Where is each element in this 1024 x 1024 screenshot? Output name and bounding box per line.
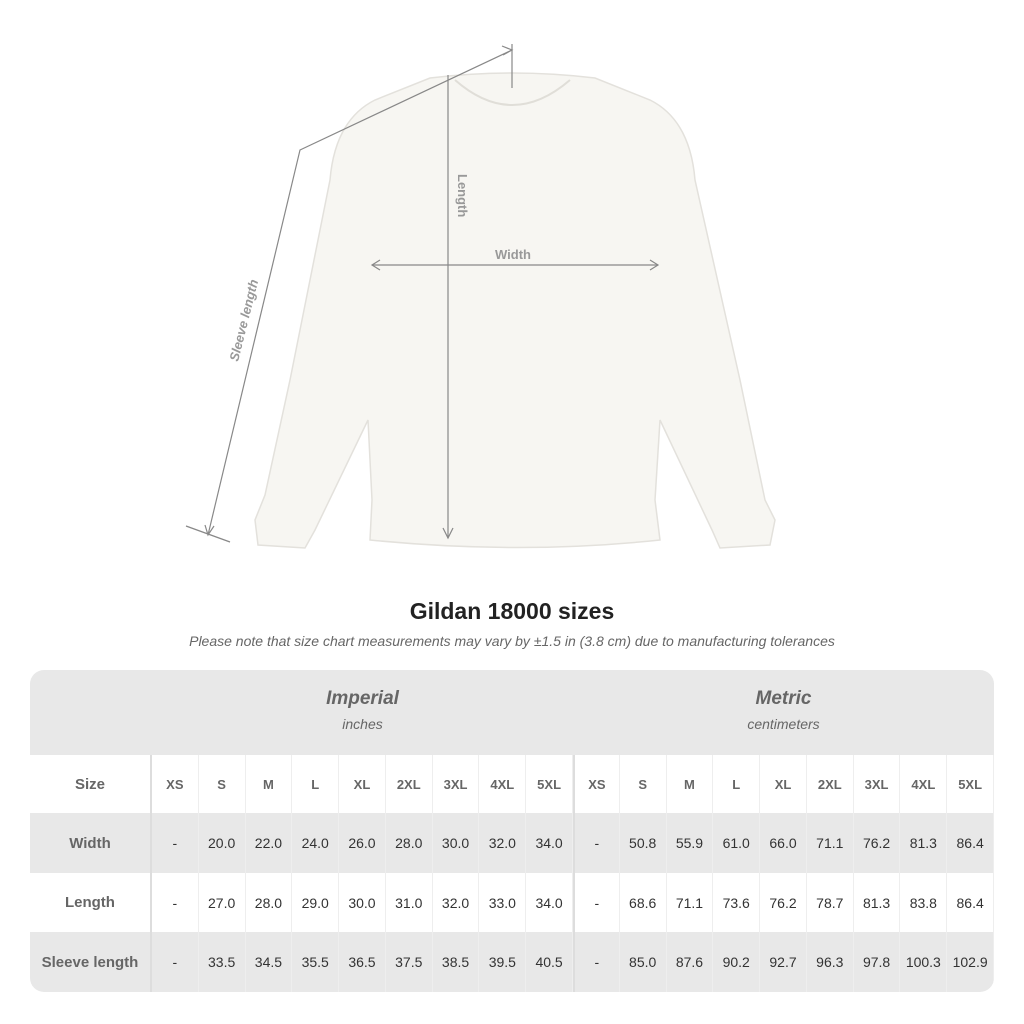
imperial-value: 36.5 xyxy=(339,932,386,992)
imperial-value: 33.5 xyxy=(199,932,246,992)
imperial-value: 38.5 xyxy=(433,932,480,992)
metric-value: 90.2 xyxy=(713,932,761,992)
width-label: Width xyxy=(495,247,531,262)
imperial-value: 27.0 xyxy=(199,873,246,932)
size-metric-col: 3XL xyxy=(854,755,901,813)
imperial-value: 24.0 xyxy=(292,813,340,873)
imperial-value: - xyxy=(152,873,199,932)
metric-value: 83.8 xyxy=(900,873,948,932)
size-imperial-col: 5XL xyxy=(526,755,573,813)
imperial-value: 32.0 xyxy=(479,813,527,873)
metric-value: 100.3 xyxy=(900,932,948,992)
imperial-value: 31.0 xyxy=(386,873,433,932)
sleeve-line xyxy=(207,49,513,536)
imperial-value: - xyxy=(152,932,199,992)
imperial-value: 20.0 xyxy=(199,813,246,873)
row-label: Width xyxy=(30,813,152,873)
imperial-value: 26.0 xyxy=(339,813,386,873)
size-metric-col: L xyxy=(713,755,761,813)
metric-value: 92.7 xyxy=(760,932,807,992)
metric-value: 55.9 xyxy=(667,813,714,873)
size-imperial-col: XS xyxy=(152,755,199,813)
sweatshirt-image xyxy=(254,72,776,549)
size-metric-col: 2XL xyxy=(807,755,854,813)
metric-value: 76.2 xyxy=(854,813,901,873)
size-metric-col: S xyxy=(620,755,667,813)
sleeve-length-label: Sleeve length xyxy=(226,278,261,363)
imperial-header: Imperial inches xyxy=(152,670,573,755)
size-metric-col: XL xyxy=(760,755,807,813)
table-header-row: Size XS S M L XL 2XL 3XL 4XL 5XL XS S M L XL 2XL 3XL 4XL 5… xyxy=(30,755,994,813)
imperial-value: 37.5 xyxy=(386,932,433,992)
size-metric-col: M xyxy=(667,755,714,813)
metric-value: 81.3 xyxy=(854,873,901,932)
page-title: Gildan 18000 sizes xyxy=(409,598,615,624)
metric-value: 73.6 xyxy=(713,873,761,932)
size-header: Size xyxy=(30,755,152,813)
imperial-value: 28.0 xyxy=(386,813,433,873)
size-imperial-col: L xyxy=(292,755,340,813)
metric-value: - xyxy=(572,932,620,992)
metric-value: 76.2 xyxy=(760,873,807,932)
metric-value: - xyxy=(572,873,620,932)
metric-value: 87.6 xyxy=(667,932,714,992)
metric-value: 97.8 xyxy=(854,932,901,992)
size-imperial-col: XL xyxy=(339,755,386,813)
metric-value: 102.9 xyxy=(947,932,994,992)
size-imperial-col: 4XL xyxy=(479,755,527,813)
size-imperial-col: 3XL xyxy=(433,755,480,813)
metric-value: 68.6 xyxy=(620,873,667,932)
metric-value: 71.1 xyxy=(807,813,854,873)
imperial-value: 29.0 xyxy=(292,873,340,932)
metric-value: 71.1 xyxy=(667,873,714,932)
metric-value: 86.4 xyxy=(947,873,994,932)
size-imperial-col: M xyxy=(246,755,293,813)
imperial-value: 33.0 xyxy=(479,873,527,932)
table-row: Width -20.0 22.0 24.0 26.0 28.0 30.0 32.0 34.0-5… xyxy=(30,813,994,873)
metric-unit: centimeters xyxy=(747,716,820,732)
imperial-value: 34.0 xyxy=(526,873,573,932)
imperial-value: 34.0 xyxy=(526,813,573,873)
size-table: Imperial inches Metric centimeters Size X… xyxy=(30,670,994,992)
metric-value: 50.8 xyxy=(620,813,667,873)
imperial-value: - xyxy=(152,813,199,873)
imperial-value: 34.5 xyxy=(246,932,293,992)
metric-value: 96.3 xyxy=(807,932,854,992)
metric-value: 66.0 xyxy=(760,813,807,873)
metric-value: - xyxy=(572,813,620,873)
imperial-value: 32.0 xyxy=(433,873,480,932)
metric-header: Metric centimeters xyxy=(573,670,994,755)
imperial-value: 28.0 xyxy=(246,873,293,932)
size-metric-col: 4XL xyxy=(900,755,948,813)
metric-value: 61.0 xyxy=(713,813,761,873)
size-imperial-col: 2XL xyxy=(386,755,433,813)
tolerance-note: Please note that size chart measurements… xyxy=(189,633,835,649)
size-metric-col: 5XL xyxy=(947,755,994,813)
row-label: Sleeve length xyxy=(30,932,152,992)
imperial-unit: inches xyxy=(342,716,383,732)
imperial-value: 30.0 xyxy=(433,813,480,873)
imperial-value: 35.5 xyxy=(292,932,340,992)
imperial-value: 39.5 xyxy=(479,932,527,992)
row-label: Length xyxy=(30,873,152,932)
metric-value: 86.4 xyxy=(947,813,994,873)
imperial-value: 22.0 xyxy=(246,813,293,873)
imperial-title: Imperial xyxy=(326,688,399,709)
imperial-value: 30.0 xyxy=(339,873,386,932)
table-row: Sleeve length -33.5 34.5 35.5 36.5 37.5 38.5 39… xyxy=(30,932,994,992)
metric-title: Metric xyxy=(755,688,812,709)
metric-value: 78.7 xyxy=(807,873,854,932)
length-label: Length xyxy=(455,174,470,217)
size-metric-col: XS xyxy=(572,755,620,813)
table-row: Length -27.0 28.0 29.0 30.0 31.0 32.0 33.0 34.0-… xyxy=(30,873,994,932)
imperial-value: 40.5 xyxy=(526,932,573,992)
metric-value: 81.3 xyxy=(900,813,948,873)
sweatshirt-diagram: Length Width Sleeve length xyxy=(185,44,776,549)
metric-value: 85.0 xyxy=(620,932,667,992)
size-imperial-col: S xyxy=(199,755,246,813)
